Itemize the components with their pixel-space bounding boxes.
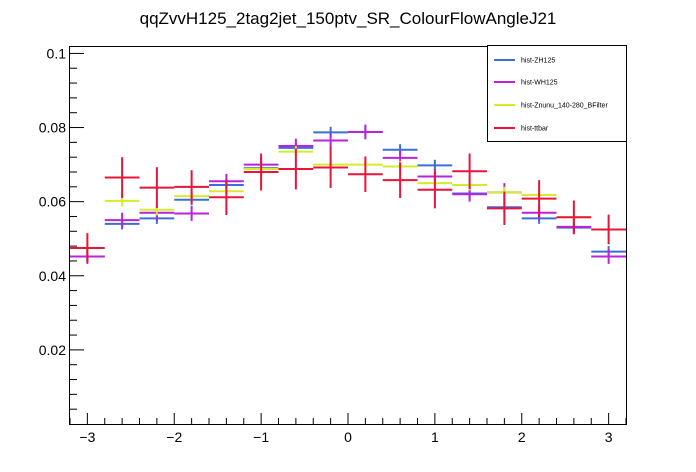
legend: hist-ZH125 hist-WH125 hist-Znunu_140-280_B…: [487, 45, 627, 142]
y-tick-label: 0.08: [39, 120, 66, 136]
x-tick-label: 2: [518, 429, 526, 445]
x-tick-label: −3: [79, 429, 95, 445]
y-tick-label: 0.04: [39, 268, 66, 284]
x-tick-label: 0: [344, 429, 352, 445]
axis-ticks: −3 −2 −1 0 1 2 3 0.02 0.04 0.06 0.08 0.1: [39, 45, 627, 445]
series-hist-Znunu_140-280_BFilter: [70, 146, 626, 254]
x-tick-label: 1: [431, 429, 439, 445]
legend-label: hist-ttbar: [521, 126, 549, 133]
x-tick-label: 3: [605, 429, 613, 445]
y-tick-label: 0.1: [47, 45, 67, 61]
legend-label: hist-WH125: [521, 80, 558, 87]
x-tick-label: −1: [253, 429, 269, 445]
plot-frame: [69, 46, 627, 425]
legend-label: hist-ZH125: [521, 58, 555, 65]
data-series: [70, 124, 626, 264]
legend-label: hist-Znunu_140-280_BFilter: [521, 103, 608, 110]
y-tick-label: 0.06: [39, 194, 66, 210]
y-tick-label: 0.02: [39, 342, 66, 358]
legend-box: [487, 45, 627, 142]
chart-title: qqZvvH125_2tag2jet_150ptv_SR_ColourFlowA…: [140, 9, 557, 28]
series-hist-ttbar: [70, 147, 626, 263]
x-tick-label: −2: [166, 429, 182, 445]
